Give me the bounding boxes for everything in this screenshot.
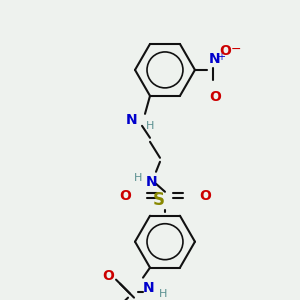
Text: +: + [217,52,225,62]
Text: H: H [134,173,142,183]
Text: O: O [119,189,131,203]
Text: O: O [209,90,221,104]
Text: N: N [126,113,138,127]
Text: O: O [199,189,211,203]
Text: O: O [102,269,114,283]
Text: −: − [231,43,242,56]
Text: H: H [159,289,167,298]
Text: N: N [209,52,220,66]
Text: N: N [146,175,158,189]
Text: N: N [143,280,155,295]
Text: H: H [146,121,154,131]
Text: S: S [153,191,165,209]
Text: O: O [219,44,231,58]
